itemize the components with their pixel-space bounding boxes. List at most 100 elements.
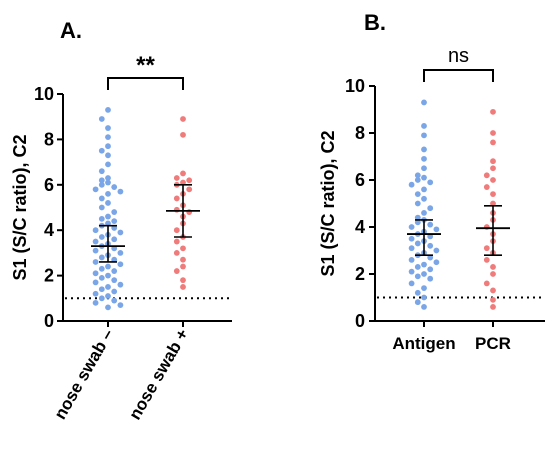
data-point bbox=[98, 234, 105, 240]
data-point bbox=[433, 247, 440, 254]
data-point bbox=[427, 205, 434, 212]
y-tick-label: 0 bbox=[355, 311, 365, 331]
data-point bbox=[408, 257, 415, 263]
data-point bbox=[173, 195, 180, 202]
data-point bbox=[117, 188, 124, 195]
data-point bbox=[98, 265, 105, 272]
data-point bbox=[98, 274, 105, 281]
data-point bbox=[421, 304, 427, 310]
data-point bbox=[117, 229, 124, 236]
panel-letter: A. bbox=[60, 18, 82, 43]
data-point bbox=[173, 238, 180, 245]
data-point bbox=[421, 123, 427, 129]
data-point bbox=[105, 143, 111, 150]
data-point bbox=[414, 240, 421, 247]
data-point bbox=[490, 304, 496, 310]
x-category-label: nose swab – bbox=[50, 326, 117, 423]
data-point bbox=[111, 209, 118, 215]
data-point bbox=[490, 108, 496, 115]
data-point bbox=[180, 131, 186, 138]
data-point bbox=[433, 226, 440, 233]
y-tick-label: 6 bbox=[355, 170, 365, 190]
data-point bbox=[98, 254, 105, 261]
x-category-label: nose swab + bbox=[125, 325, 192, 423]
data-point bbox=[421, 165, 427, 172]
data-point bbox=[180, 116, 186, 122]
data-point bbox=[117, 302, 124, 309]
data-point bbox=[105, 213, 111, 220]
data-point bbox=[105, 134, 111, 141]
data-point bbox=[483, 245, 490, 252]
significance-bracket bbox=[107, 77, 184, 90]
data-point bbox=[180, 277, 186, 284]
data-point bbox=[490, 271, 496, 277]
significance-bracket bbox=[423, 69, 494, 82]
data-point bbox=[98, 286, 105, 293]
data-point bbox=[105, 200, 111, 206]
data-point bbox=[98, 215, 105, 222]
data-point bbox=[414, 219, 421, 226]
data-point bbox=[98, 204, 105, 211]
data-point bbox=[490, 158, 496, 165]
data-point bbox=[427, 179, 434, 186]
data-point bbox=[105, 179, 111, 186]
data-point bbox=[111, 277, 118, 284]
data-point bbox=[421, 174, 427, 181]
data-point bbox=[427, 221, 434, 228]
data-point bbox=[98, 147, 105, 154]
data-point bbox=[105, 125, 111, 131]
data-point bbox=[421, 210, 427, 216]
y-tick-label: 10 bbox=[345, 76, 365, 96]
data-point bbox=[414, 214, 421, 221]
data-point bbox=[92, 186, 99, 193]
y-tick-label: 6 bbox=[44, 175, 54, 195]
data-point bbox=[117, 281, 124, 288]
y-tick-label: 4 bbox=[44, 220, 54, 240]
data-point bbox=[111, 268, 118, 274]
data-point bbox=[98, 195, 105, 202]
y-tick-label: 8 bbox=[355, 123, 365, 143]
data-point bbox=[408, 280, 415, 287]
data-point bbox=[414, 191, 421, 198]
data-point bbox=[92, 270, 99, 277]
data-point bbox=[186, 177, 193, 184]
data-point bbox=[408, 181, 415, 188]
data-point bbox=[427, 275, 434, 282]
y-tick-label: 8 bbox=[44, 129, 54, 149]
significance-label: ns bbox=[448, 45, 469, 67]
data-point bbox=[180, 284, 186, 290]
data-point bbox=[92, 259, 99, 265]
data-point bbox=[180, 263, 186, 270]
data-point bbox=[408, 235, 415, 242]
data-point bbox=[92, 247, 99, 254]
data-point bbox=[186, 186, 193, 193]
data-point bbox=[421, 155, 427, 162]
data-point bbox=[408, 245, 415, 252]
data-point bbox=[173, 175, 180, 181]
data-point bbox=[98, 177, 105, 184]
y-tick-label: 2 bbox=[44, 266, 54, 286]
data-point bbox=[111, 297, 118, 304]
data-point bbox=[490, 177, 496, 183]
data-point bbox=[98, 181, 105, 188]
data-point bbox=[414, 289, 421, 296]
y-tick-label: 4 bbox=[355, 217, 365, 237]
panel-b: B. S1 (S/C ratio), C2 0 2 4 6 8 10 Antigen PCR ns bbox=[318, 10, 545, 353]
data-point bbox=[490, 287, 496, 294]
y-axis-label: S1 (S/C ratio), C2 bbox=[10, 134, 30, 280]
data-point bbox=[111, 236, 118, 243]
y-tick-label: 10 bbox=[34, 84, 54, 104]
data-point bbox=[427, 242, 434, 249]
data-point bbox=[105, 175, 111, 181]
data-point bbox=[111, 218, 118, 225]
y-axis-label: S1 (S/C ratio), C2 bbox=[318, 130, 338, 276]
data-point bbox=[490, 264, 496, 270]
data-point bbox=[105, 190, 111, 197]
data-point bbox=[180, 170, 186, 177]
data-point bbox=[105, 284, 111, 290]
data-point bbox=[414, 177, 421, 183]
data-point bbox=[105, 220, 111, 227]
x-category-label: PCR bbox=[475, 334, 511, 353]
data-point bbox=[92, 238, 99, 245]
